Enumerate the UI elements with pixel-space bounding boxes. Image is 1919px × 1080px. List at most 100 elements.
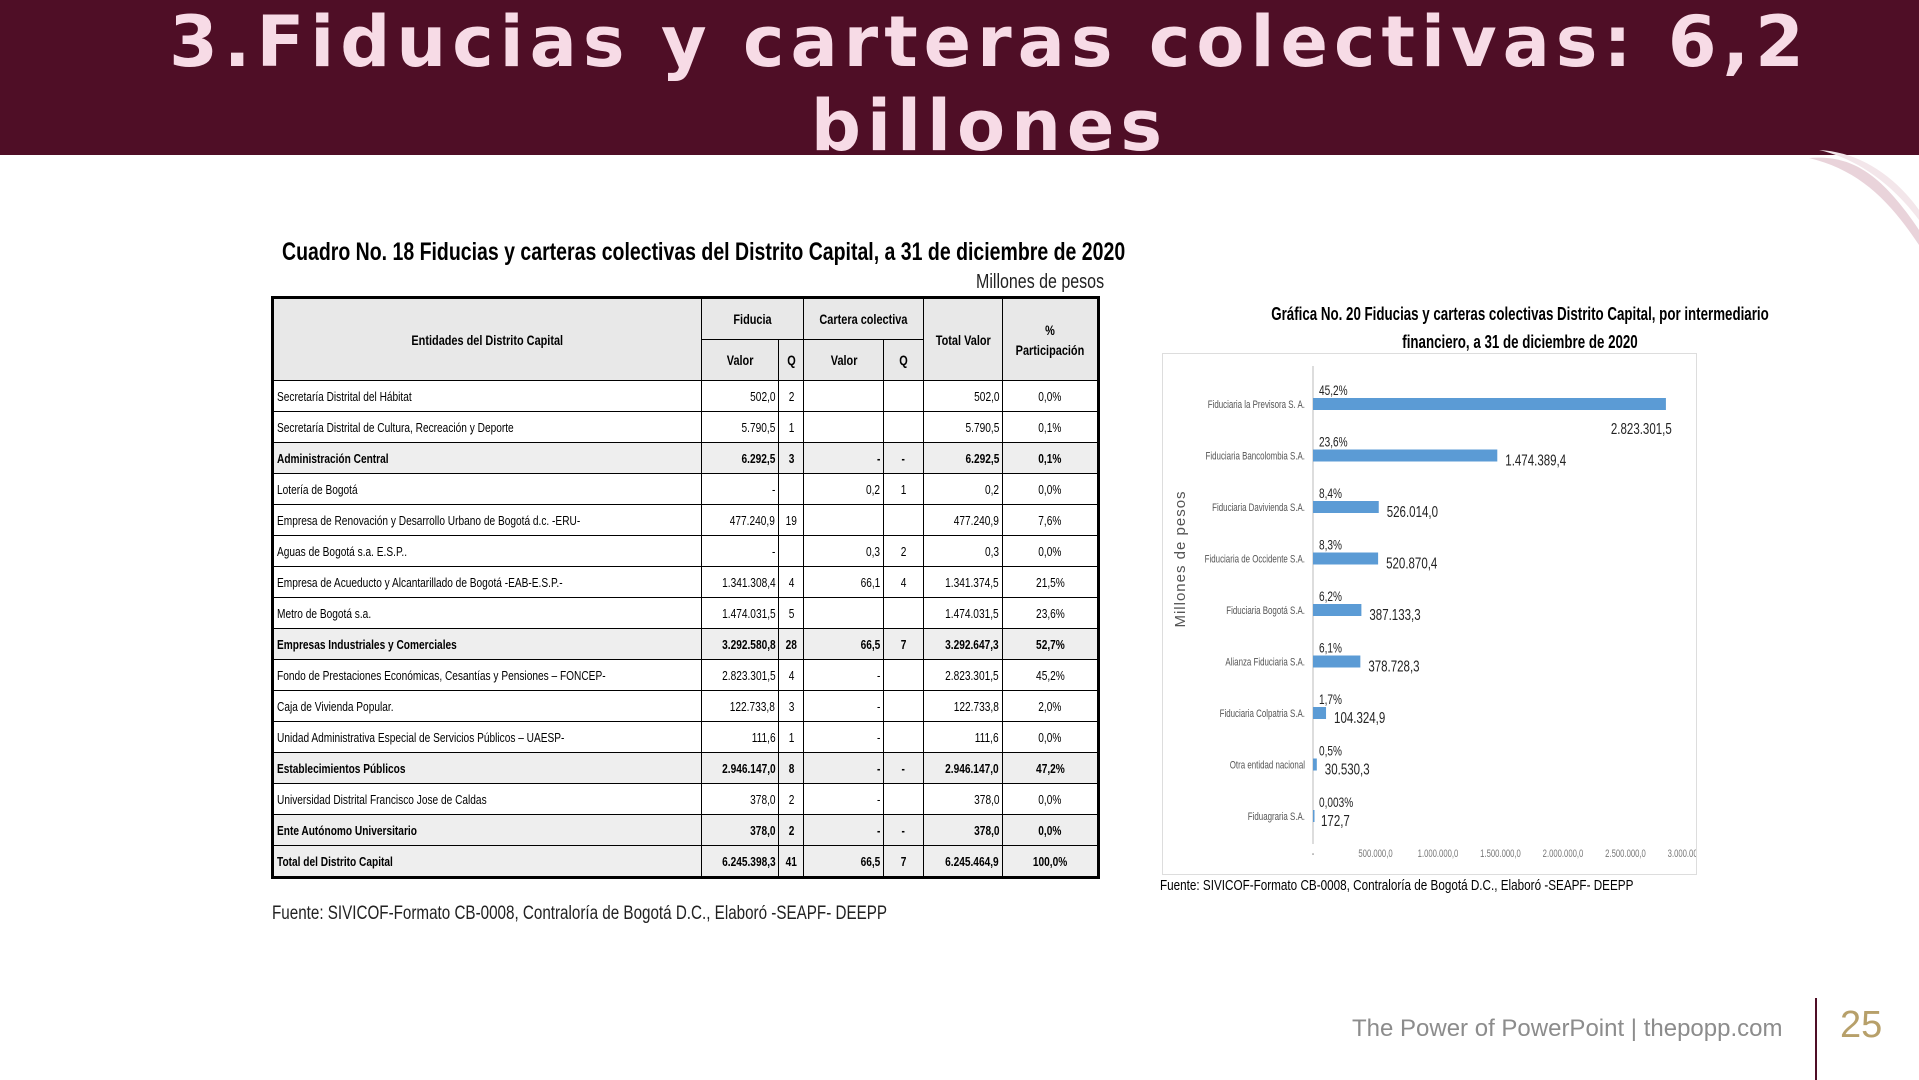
table-title: Cuadro No. 18 Fiducias y carteras colect… [282, 238, 1126, 266]
cell-fv: - [701, 473, 780, 505]
cell-cq [883, 380, 924, 412]
cell-total: 1.474.031,5 [922, 597, 1004, 629]
category-label: Fiduciaria Davivienda S.A. [1212, 502, 1305, 515]
cell-fv: 111,6 [701, 721, 780, 753]
cell-fq: 4 [778, 659, 805, 691]
cell-fv: 3.292.580,8 [701, 628, 780, 660]
cell-name: Empresa de Acueducto y Alcantarillado de… [271, 566, 703, 598]
cell-cv: 0,3 [803, 535, 885, 567]
category-label: Alianza Fiduciaria S.A. [1225, 656, 1305, 669]
cell-fq: 19 [778, 504, 805, 536]
cell-fq: 1 [778, 411, 805, 443]
pct-label: 6,2% [1319, 588, 1342, 604]
decorative-swoosh [1809, 150, 1919, 245]
cell-total: 378,0 [922, 783, 1004, 815]
table-row: Universidad Distrital Francisco Jose de … [271, 783, 1099, 815]
cell-name: Empresa de Renovación y Desarrollo Urban… [271, 504, 703, 536]
cell-name: Universidad Distrital Francisco Jose de … [271, 783, 703, 815]
cell-name: Total del Distrito Capital [271, 845, 703, 878]
bar [1313, 449, 1498, 462]
cell-cq: - [883, 752, 924, 784]
header-pct: % Participación [1002, 297, 1099, 381]
cell-fq: 5 [778, 597, 805, 629]
cell-total: 0,3 [922, 535, 1004, 567]
cell-name: Secretaría Distrital del Hábitat [271, 380, 703, 412]
cell-fq: 1 [778, 721, 805, 753]
table-row: Empresa de Acueducto y Alcantarillado de… [271, 566, 1099, 598]
cell-name: Unidad Administrativa Especial de Servic… [271, 721, 703, 753]
cell-fq: 2 [778, 783, 805, 815]
cell-fq: 4 [778, 566, 805, 598]
cell-cq: 7 [883, 845, 924, 878]
category-label: Fiduciaria la Previsora S. A. [1208, 399, 1305, 412]
header-fiducia-valor: Valor [701, 339, 780, 381]
category-label: Otra entidad nacional [1230, 759, 1305, 772]
table-row: Caja de Vivienda Popular. 122.733,8 3-122.… [271, 690, 1099, 722]
cell-fq: 28 [778, 628, 805, 660]
table-row: Aguas de Bogotá s.a. E.S.P.. -0,3 2 0,3 0,0% [271, 535, 1099, 567]
cell-name: Aguas de Bogotá s.a. E.S.P.. [271, 535, 703, 567]
cell-fq: 2 [778, 380, 805, 412]
x-tick-label: 1.500.000,0 [1480, 848, 1521, 861]
value-label: 2.823.301,5 [1611, 419, 1672, 437]
cell-total: 0,2 [922, 473, 1004, 505]
table-row: Administración Central 6.292,5 3- -6.292,5 0… [271, 442, 1099, 474]
pct-label: 45,2% [1319, 382, 1348, 398]
table-unit: Millones de pesos [976, 271, 1105, 293]
bar [1313, 501, 1379, 513]
pct-label: 6,1% [1319, 640, 1342, 656]
x-tick-label: 3.000.000,0 [1668, 848, 1696, 861]
cell-name: Caja de Vivienda Popular. [271, 690, 703, 722]
cell-fv: 1.341.308,4 [701, 566, 780, 598]
cell-fq: 8 [778, 752, 805, 784]
pct-label: 8,3% [1319, 537, 1342, 553]
cell-cv: 66,5 [803, 628, 885, 660]
cell-name: Empresas Industriales y Comerciales [271, 628, 703, 660]
cell-cq [883, 690, 924, 722]
value-label: 172,7 [1321, 811, 1350, 829]
cell-cv [803, 411, 885, 443]
cell-cq [883, 504, 924, 536]
cell-fv: 122.733,8 [701, 690, 780, 722]
cell-fv: 1.474.031,5 [701, 597, 780, 629]
pct-label: 1,7% [1319, 691, 1342, 707]
cell-pct: 0,0% [1002, 380, 1099, 412]
bar [1313, 655, 1361, 668]
cell-cq: 2 [883, 535, 924, 567]
cell-pct: 47,2% [1002, 752, 1099, 784]
cell-cv: 66,1 [803, 566, 885, 598]
cell-name: Lotería de Bogotá [271, 473, 703, 505]
value-label: 1.474.389,4 [1505, 451, 1566, 469]
category-label: Fiduciaria de Occidente S.A. [1205, 553, 1305, 566]
cell-pct: 52,7% [1002, 628, 1099, 660]
y-axis-label: Millones de pesos [1172, 490, 1189, 627]
cell-pct: 0,0% [1002, 783, 1099, 815]
cell-fv: 378,0 [701, 814, 780, 846]
cell-name: Administración Central [271, 442, 703, 474]
table-row: Establecimientos Públicos 2.946.147,0 8- -2… [271, 752, 1099, 784]
slide-title: 3.Fiducias y carteras colectivas: 6,2 bi… [169, 1, 1810, 167]
x-tick-label: 2.500.000,0 [1605, 848, 1646, 861]
value-label: 378.728,3 [1368, 657, 1419, 675]
cell-pct: 0,0% [1002, 473, 1099, 505]
cell-cq: 7 [883, 628, 924, 660]
cell-fv: - [701, 535, 780, 567]
x-tick-label: 2.000.000,0 [1543, 848, 1584, 861]
cell-cv: - [803, 721, 885, 753]
category-label: Fiduagraria S.A. [1248, 811, 1305, 824]
header-cartera-q: Q [883, 339, 924, 381]
cell-name: Metro de Bogotá s.a. [271, 597, 703, 629]
cell-fv: 477.240,9 [701, 504, 780, 536]
cell-pct: 0,0% [1002, 535, 1099, 567]
cell-fv: 2.946.147,0 [701, 752, 780, 784]
header-cartera-valor: Valor [803, 339, 885, 381]
cell-total: 6.245.464,9 [922, 845, 1004, 878]
page-number: 25 [1840, 1004, 1883, 1046]
table-row: Empresas Industriales y Comerciales 3.292… [271, 628, 1099, 660]
cell-pct: 0,0% [1002, 721, 1099, 753]
cell-total: 6.292,5 [922, 442, 1004, 474]
cell-fq [778, 473, 805, 505]
cell-total: 2.823.301,5 [922, 659, 1004, 691]
cell-total: 477.240,9 [922, 504, 1004, 536]
cell-name: Establecimientos Públicos [271, 752, 703, 784]
